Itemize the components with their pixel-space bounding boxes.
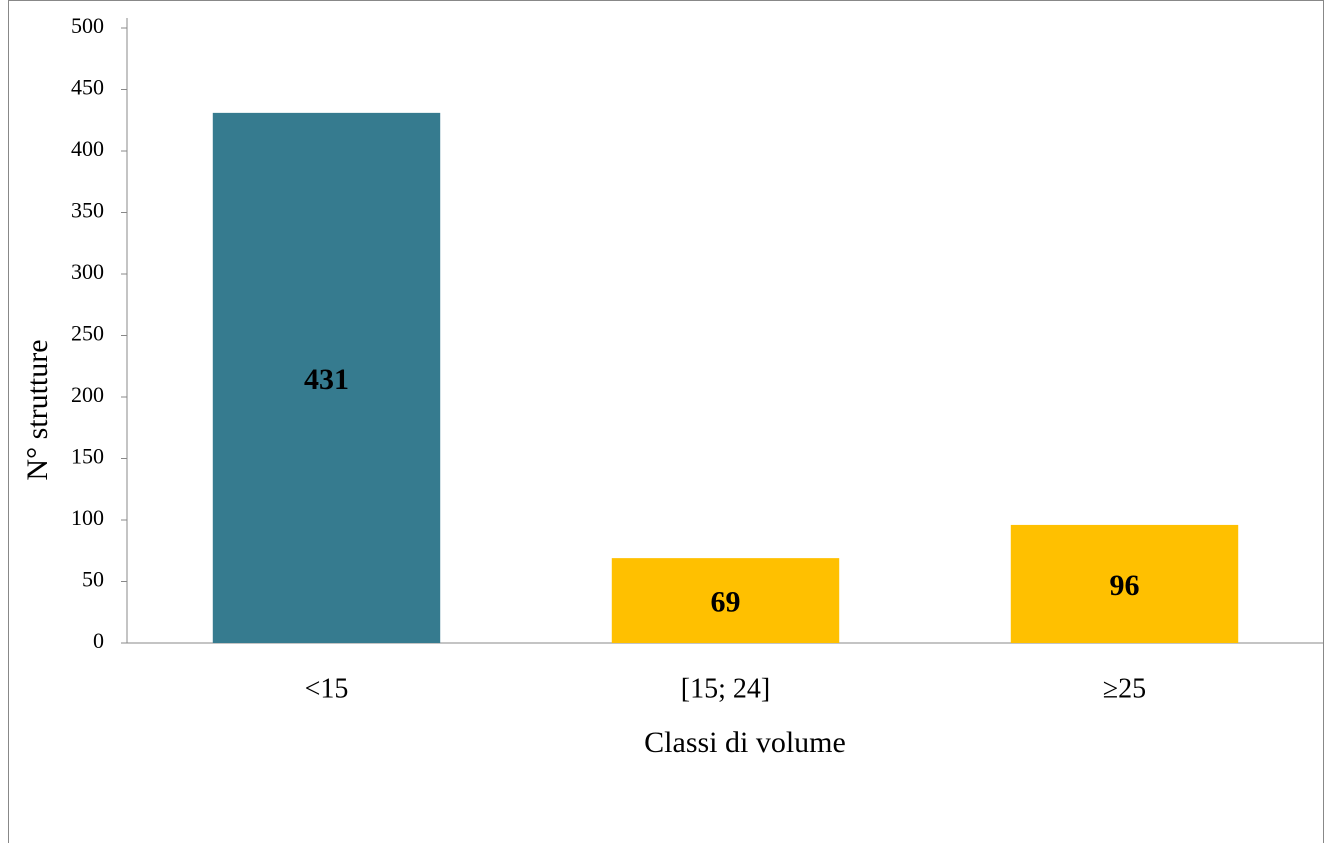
x-tick-label: <15 bbox=[305, 673, 349, 704]
bar bbox=[611, 558, 840, 643]
y-tick-label: 200 bbox=[71, 382, 104, 407]
y-tick-label: 100 bbox=[71, 505, 104, 530]
bar bbox=[212, 112, 441, 644]
value-label: 431 bbox=[304, 363, 349, 396]
y-tick-label: 300 bbox=[71, 259, 104, 284]
bar bbox=[1010, 524, 1239, 643]
chart-frame bbox=[8, 0, 1324, 843]
value-label: 69 bbox=[711, 585, 741, 618]
y-tick-label: 450 bbox=[71, 75, 104, 100]
y-tick-label: 350 bbox=[71, 198, 104, 223]
x-tick-label: [15; 24] bbox=[681, 673, 770, 704]
y-tick-label: 500 bbox=[71, 13, 104, 38]
y-tick-label: 50 bbox=[82, 567, 104, 592]
y-tick-label: 150 bbox=[71, 444, 104, 469]
y-tick-label: 250 bbox=[71, 321, 104, 346]
y-axis-title: N° strutture bbox=[21, 339, 54, 480]
y-tick-label: 400 bbox=[71, 136, 104, 161]
value-label: 96 bbox=[1110, 569, 1140, 602]
y-tick-label: 0 bbox=[93, 628, 104, 653]
x-axis-title: Classi di volume bbox=[644, 726, 846, 759]
x-tick-label: ≥25 bbox=[1103, 673, 1146, 704]
